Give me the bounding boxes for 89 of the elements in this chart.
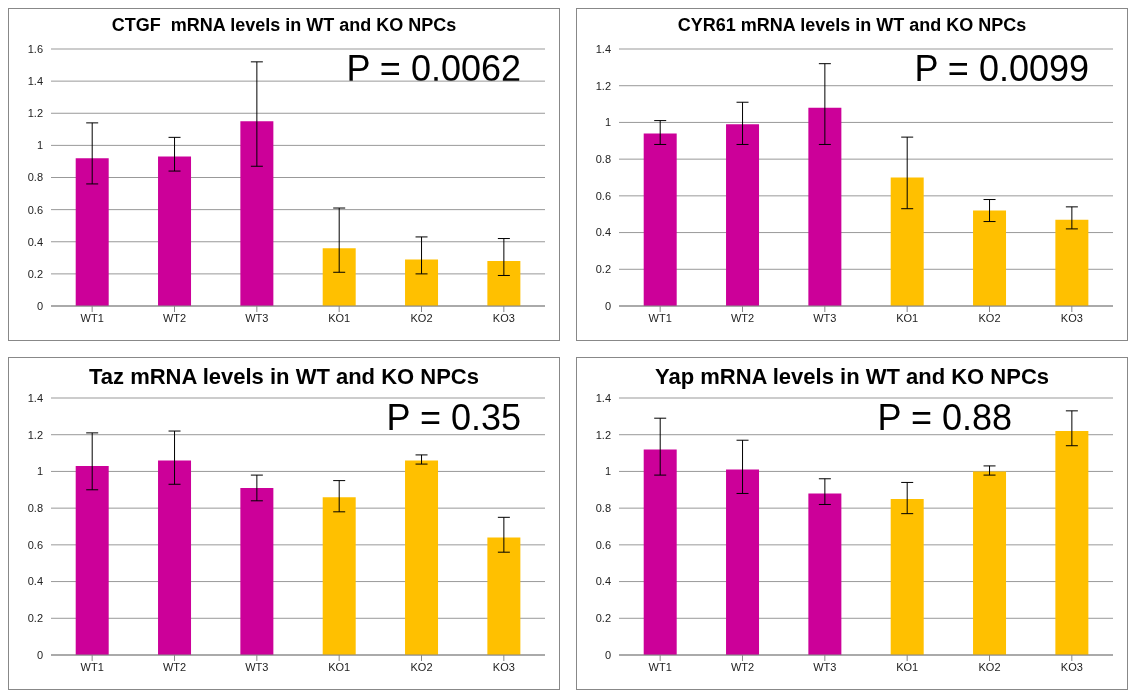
y-tick-label: 0.4 [27, 575, 43, 588]
y-tick-label: 0.2 [595, 263, 611, 276]
chart-title: Taz mRNA levels in WT and KO NPCs [88, 364, 480, 391]
bar [643, 449, 677, 655]
bar [1055, 219, 1089, 306]
chart-title: CYR61 mRNA levels in WT and KO NPCs [676, 15, 1028, 37]
x-tick-label: KO1 [328, 311, 351, 324]
y-tick-label: 1.2 [27, 428, 43, 441]
y-tick-label: 0.2 [595, 612, 611, 625]
y-tick-label: 0 [36, 648, 43, 661]
bar [726, 124, 760, 306]
y-tick-label: 1.4 [595, 391, 611, 404]
y-tick-label: 1.4 [595, 42, 611, 55]
y-tick-label: 0.8 [595, 502, 611, 515]
x-tick-label: KO2 [978, 311, 1001, 324]
bar [973, 471, 1007, 655]
annotation: P = 0.0062 [346, 48, 521, 89]
x-tick-label: WT3 [813, 660, 837, 673]
chart-title: Yap mRNA levels in WT and KO NPCs [653, 364, 1050, 391]
y-tick-label: 0 [604, 299, 611, 312]
y-tick-label: 0.2 [27, 267, 43, 280]
x-tick-label: WT2 [162, 660, 187, 673]
x-tick-label: WT1 [80, 660, 104, 673]
bar [487, 537, 521, 655]
chart-title: CTGF mRNA levels in WT and KO NPCs [110, 15, 458, 37]
x-tick-label: WT1 [80, 311, 104, 324]
x-tick-label: WT1 [648, 311, 672, 324]
y-tick-label: 0.6 [595, 189, 611, 202]
y-tick-label: 1.2 [595, 428, 611, 441]
x-tick-label: KO3 [1060, 660, 1083, 673]
annotation: P = 0.35 [386, 397, 521, 438]
y-tick-label: 1.2 [27, 107, 43, 120]
x-tick-label: KO3 [1060, 311, 1083, 324]
bar [75, 465, 109, 655]
bar [973, 210, 1007, 306]
annotation: P = 0.88 [877, 397, 1012, 438]
y-tick-label: 1 [604, 465, 611, 478]
y-tick-label: 1.4 [27, 391, 43, 404]
y-tick-label: 1.2 [595, 79, 611, 92]
y-tick-label: 0 [604, 648, 611, 661]
y-tick-label: 0.6 [27, 203, 43, 216]
x-tick-label: WT3 [813, 311, 837, 324]
x-tick-label: KO1 [896, 311, 919, 324]
x-tick-label: WT3 [245, 311, 269, 324]
bar [240, 121, 274, 306]
bar [322, 248, 356, 306]
y-tick-label: 0 [36, 299, 43, 312]
bar [487, 261, 521, 306]
x-tick-label: KO2 [410, 660, 433, 673]
y-tick-label: 1.4 [27, 75, 43, 88]
y-tick-label: 1 [36, 139, 43, 152]
bar [158, 156, 192, 306]
y-tick-label: 1 [604, 116, 611, 129]
x-tick-label: KO1 [896, 660, 919, 673]
y-tick-label: 0.8 [27, 502, 43, 515]
bar [1055, 431, 1089, 655]
bar [808, 107, 842, 306]
x-tick-label: WT3 [245, 660, 269, 673]
x-tick-label: KO1 [328, 660, 351, 673]
y-tick-label: 0.8 [595, 153, 611, 166]
y-tick-label: 1.6 [27, 42, 43, 55]
bar [158, 460, 192, 655]
y-tick-label: 0.8 [27, 171, 43, 184]
x-tick-label: KO2 [978, 660, 1001, 673]
x-tick-label: WT2 [730, 311, 755, 324]
x-tick-label: WT2 [730, 660, 755, 673]
bar [405, 259, 439, 306]
bar [405, 460, 439, 655]
y-tick-label: 0.6 [595, 538, 611, 551]
bar [643, 133, 677, 306]
bar [890, 498, 924, 655]
bar [726, 469, 760, 655]
bar [75, 158, 109, 306]
bar [808, 493, 842, 655]
y-tick-label: 0.4 [595, 226, 611, 239]
x-tick-label: KO3 [492, 660, 515, 673]
annotation: P = 0.0099 [914, 48, 1089, 89]
y-tick-label: 0.6 [27, 538, 43, 551]
y-tick-label: 0.2 [27, 612, 43, 625]
x-tick-label: KO3 [492, 311, 515, 324]
y-tick-label: 1 [36, 465, 43, 478]
x-tick-label: WT2 [162, 311, 187, 324]
x-tick-label: WT1 [648, 660, 672, 673]
x-tick-label: KO2 [410, 311, 433, 324]
bar [890, 177, 924, 306]
y-tick-label: 0.4 [595, 575, 611, 588]
y-tick-label: 0.4 [27, 235, 43, 248]
bar [322, 497, 356, 655]
bar [240, 487, 274, 655]
